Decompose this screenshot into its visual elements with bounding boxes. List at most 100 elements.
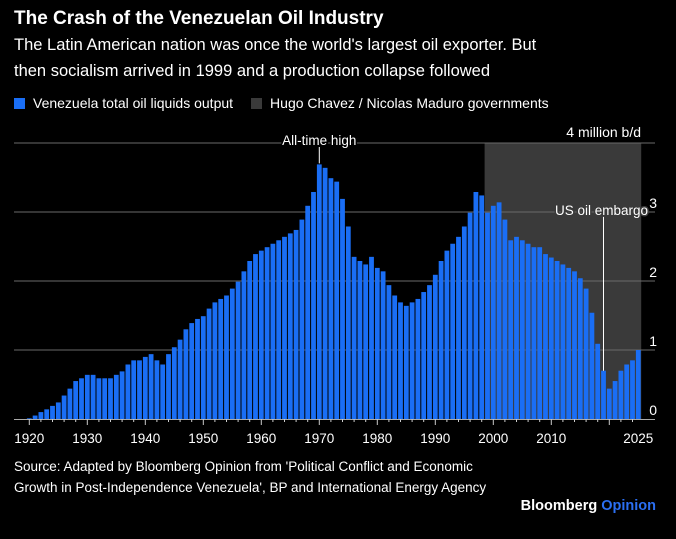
bar-1977 [357,260,363,419]
bar-1972 [328,178,334,419]
bar-1995 [461,226,467,419]
y-tick-label-2: 2 [649,264,657,280]
bar-2014 [572,271,577,419]
x-tick-label-1930: 1930 [72,431,102,446]
legend: Venezuela total oil liquids output Hugo … [14,95,549,111]
bar-1937 [125,364,131,419]
bar-1955 [229,288,235,419]
bar-1988 [421,292,427,419]
bar-1994 [456,236,461,419]
annotation-all-time-high: All-time high [282,133,356,148]
bar-2006 [525,243,531,419]
brand-opinion: Opinion [601,498,656,514]
bar-1989 [427,285,432,419]
bar-2005 [519,240,525,419]
y-tick-label-3: 3 [649,195,657,211]
bar-1984 [398,302,403,419]
bar-1956 [235,281,241,419]
legend-swatch-output [14,97,25,109]
x-tick-label-1940: 1940 [130,431,160,446]
bar-1948 [189,323,195,419]
bar-1928 [73,381,79,419]
bar-1993 [450,243,456,419]
legend-label-governments: Hugo Chavez / Nicolas Maduro governments [270,95,549,111]
bar-1927 [67,388,73,419]
bar-1947 [183,329,189,419]
y-axis-unit-label: 4 million b/d [566,124,641,140]
x-tick-label-1950: 1950 [188,431,218,446]
bar-1934 [108,378,113,419]
chart-subtitle-line-2: then socialism arrived in 1999 and a pro… [14,62,491,80]
bar-1980 [374,267,380,419]
bar-2010 [548,257,554,419]
bar-1926 [61,395,67,419]
x-tick-label-1980: 1980 [362,431,392,446]
bar-2001 [496,202,502,419]
bar-1964 [282,236,287,419]
bar-1966 [293,229,299,419]
bar-1970 [316,164,322,419]
bar-1920 [26,418,32,419]
bar-2019 [601,370,606,419]
bar-2016 [583,288,589,419]
legend-label-output: Venezuela total oil liquids output [33,95,234,111]
bar-1949 [195,318,200,419]
bar-1974 [340,198,345,419]
bar-2009 [543,254,548,419]
bar-2020 [606,388,612,419]
bar-2000 [490,205,496,419]
bar-1943 [160,364,166,419]
bar-1985 [403,305,409,419]
bar-2017 [589,312,595,419]
legend-swatch-governments [251,97,263,109]
bar-1987 [415,298,421,419]
y-tick-label-0: 0 [649,402,657,418]
bar-1969 [311,191,316,419]
bar-1952 [212,302,218,419]
bar-1978 [363,264,369,419]
bar-1983 [392,295,398,419]
bar-1990 [432,274,438,419]
bar-1960 [258,250,264,419]
bar-1963 [276,240,282,419]
bar-1967 [299,219,305,419]
bar-2024 [630,360,635,419]
bar-1965 [287,233,293,419]
bar-1931 [90,374,96,419]
bar-1979 [369,256,374,419]
x-tick-label-2025: 2025 [623,431,653,446]
bar-1957 [241,271,247,419]
bar-1953 [218,298,224,419]
bar-1982 [386,285,392,419]
brand-bloomberg: Bloomberg [520,498,598,514]
bar-1935 [113,374,119,419]
bar-1981 [380,271,386,419]
bar-1996 [467,212,473,419]
bar-2021 [612,381,618,419]
x-tick-label-2000: 2000 [478,431,508,446]
source-note: Source: Adapted by Bloomberg Opinion fro… [14,459,487,495]
bar-1922 [38,412,44,419]
bar-1992 [444,250,450,419]
bar-1939 [137,360,142,419]
bar-2022 [618,370,624,419]
bar-1942 [154,360,160,419]
bar-1998 [479,195,485,419]
bar-1932 [96,378,102,419]
bar-1954 [224,295,229,419]
bar-1962 [270,243,276,419]
bar-1975 [345,226,351,419]
x-tick-label-1920: 1920 [14,431,44,446]
bar-1925 [55,402,61,419]
bar-1959 [253,254,258,419]
x-tick-label-2010: 2010 [536,431,566,446]
bar-1958 [247,260,253,419]
bar-1971 [322,167,328,419]
bar-1999 [485,212,490,419]
bar-1936 [119,371,125,419]
bar-2008 [537,247,543,419]
bar-1973 [334,181,340,419]
bar-1968 [305,205,311,419]
bar-2011 [554,260,560,419]
